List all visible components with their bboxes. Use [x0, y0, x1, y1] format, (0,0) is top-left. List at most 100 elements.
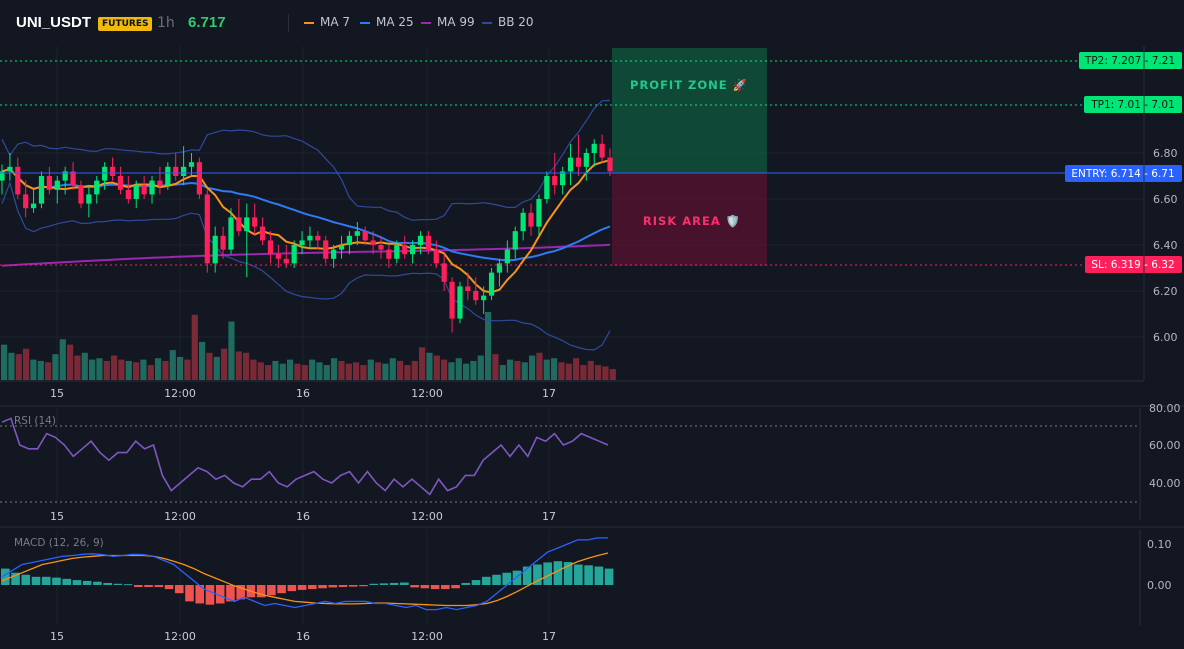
macd-hist-bar — [62, 578, 71, 585]
volume-bars — [1, 312, 616, 380]
legend-bb20[interactable]: BB 20 — [482, 15, 534, 29]
price-tick: 6.40 — [1153, 239, 1178, 252]
price-tick: 6.00 — [1153, 331, 1178, 344]
volume-bar — [235, 351, 242, 380]
candle-body — [38, 176, 45, 204]
volume-bar — [37, 360, 44, 380]
volume-bar — [213, 356, 220, 380]
macd-hist-bar — [154, 585, 164, 588]
volume-bar — [558, 362, 565, 380]
tp2-tag[interactable] — [1079, 52, 1182, 69]
volume-bar — [96, 358, 103, 380]
futures-badge: FUTURES — [98, 17, 153, 31]
volume-bar — [433, 355, 440, 380]
candle-body — [275, 254, 281, 259]
candle-body — [133, 185, 139, 199]
macd-hist-bar — [471, 580, 481, 585]
candle-body — [125, 189, 131, 199]
macd-hist-bar — [379, 583, 389, 585]
time-tick: 15 — [50, 387, 64, 400]
legend-ma7[interactable]: MA 7 — [304, 15, 350, 29]
symbol-name[interactable]: UNI_USDT — [16, 14, 92, 31]
volume-bar — [551, 358, 558, 380]
time-tick: 12:00 — [411, 387, 443, 400]
macd-hist-bar — [195, 585, 205, 604]
candle-body — [338, 245, 345, 250]
macd-hist-bar — [31, 576, 41, 585]
price-levels — [0, 60, 1144, 266]
volume-bar — [250, 359, 257, 380]
grid-lines — [0, 46, 1144, 625]
macd-hist-bar — [430, 585, 440, 590]
candle-body — [204, 194, 210, 264]
macd-hist-bar — [420, 585, 430, 589]
sl-tag[interactable] — [1085, 256, 1182, 273]
macd-title: MACD (12, 26, 9) — [14, 537, 104, 549]
candle-body — [346, 235, 353, 245]
macd-hist-bar — [369, 583, 378, 585]
macd-hist-bar — [512, 570, 522, 585]
candle-body — [354, 231, 360, 236]
macd-hist-bar — [11, 572, 20, 585]
candle-body — [409, 245, 416, 255]
legend-ma99[interactable]: MA 99 — [421, 15, 475, 29]
bb-lower — [1, 180, 611, 351]
volume-bar — [199, 341, 206, 380]
macd-hist-bar — [21, 574, 31, 585]
volume-bar — [397, 360, 404, 380]
candle-body — [370, 240, 376, 245]
volume-bar — [15, 354, 22, 380]
volume-bar — [221, 348, 228, 380]
candle-body — [536, 199, 542, 227]
macd-hist-bar — [103, 582, 112, 585]
time-tick: 16 — [296, 630, 310, 643]
volume-bar — [177, 356, 184, 380]
volume-bar — [470, 360, 477, 380]
macd-hist-bar — [93, 581, 102, 585]
time-tick: 12:00 — [164, 630, 196, 643]
candle-body — [496, 263, 503, 273]
macd-hist-bar — [584, 565, 593, 585]
volume-bar — [301, 365, 308, 380]
volume-bar — [81, 352, 88, 380]
volume-bar — [389, 358, 396, 380]
volume-bar — [59, 339, 66, 380]
volume-bar — [331, 358, 338, 380]
candle-body — [291, 245, 297, 264]
sl-tag-label: SL: 6.319 - 6.32 — [1091, 259, 1174, 271]
volume-bar — [147, 365, 154, 380]
candle-body — [331, 249, 337, 259]
volume-bar — [419, 347, 426, 380]
timeframe-label[interactable]: 1h — [157, 15, 175, 31]
candle-body — [220, 235, 226, 250]
macd-hist-bar — [41, 576, 51, 585]
macd-hist-bar — [543, 562, 552, 585]
volume-bar — [52, 354, 59, 380]
candle-body — [212, 235, 218, 264]
volume-bar — [103, 360, 110, 380]
volume-bar — [118, 359, 125, 380]
volume-bar — [353, 362, 360, 380]
candle-body — [544, 176, 550, 199]
volume-bar — [133, 362, 140, 380]
candle-body — [299, 240, 305, 245]
macd-hist-bar — [256, 585, 266, 598]
candle-body — [433, 249, 439, 264]
macd-hist-bar — [1, 568, 10, 585]
legend-ma25[interactable]: MA 25 — [360, 15, 414, 29]
volume-bar — [485, 312, 492, 380]
volume-bar — [272, 360, 279, 380]
time-tick: 16 — [296, 387, 310, 400]
candle-body — [7, 166, 13, 172]
candle-body — [236, 217, 242, 232]
candle-body — [259, 226, 266, 241]
volume-bar — [23, 348, 30, 380]
time-tick: 12:00 — [164, 387, 196, 400]
ma25-swatch — [360, 21, 370, 24]
volume-bar — [74, 355, 81, 380]
entry-tag[interactable] — [1065, 165, 1182, 182]
price-tick: 6.60 — [1153, 193, 1178, 206]
tp1-tag[interactable] — [1084, 96, 1182, 113]
ma99-line — [1, 243, 611, 267]
